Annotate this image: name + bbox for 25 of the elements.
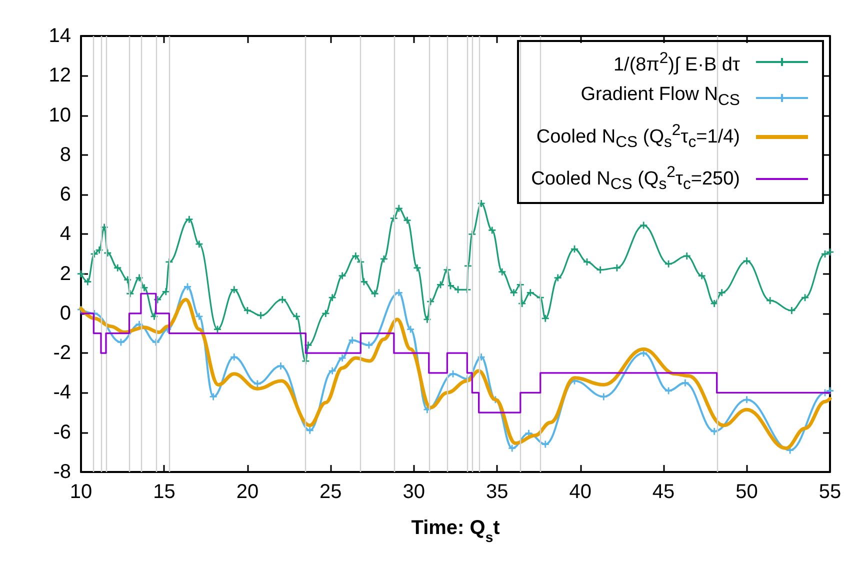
x-tick-label: 55 [818,481,842,503]
y-tick-label: -8 [53,461,71,483]
x-tick-label: 20 [236,481,259,503]
y-tick-label: 12 [48,64,71,87]
y-tick-label: 10 [48,104,71,126]
legend-label: Cooled N$_{CS}$ (Q$_{s}$$^{2}$τ$_{c}$=1/4) [536,121,740,154]
x-tick-label: 40 [569,481,592,503]
y-tick-label: 6 [60,184,71,206]
y-tick-label: 2 [60,262,71,285]
x-tick-label: 30 [402,481,426,503]
legend-label: Gradient Flow N$_{CS}$ [580,83,740,112]
x-tick-label: 45 [652,481,675,503]
legend-label: 1/(8π$^{2}$)∫ E·B dτ [613,49,740,78]
y-tick-label: -4 [53,382,71,404]
x-tick-label: 25 [320,481,342,503]
y-tick-label: 4 [60,223,71,246]
y-tick-label: -2 [53,342,71,364]
y-tick-label: 14 [48,25,71,47]
x-tick-label: 15 [153,481,176,503]
legend-label: Cooled N$_{CS}$ (Q$_{s}$$^{2}$τ$_{c}$=250) [531,163,740,196]
y-tick-label: 0 [60,302,71,324]
x-tick-label: 35 [486,481,508,503]
y-tick-label: -6 [53,421,71,444]
y-tick-label: 8 [60,144,71,166]
x-tick-label: 50 [736,481,758,503]
